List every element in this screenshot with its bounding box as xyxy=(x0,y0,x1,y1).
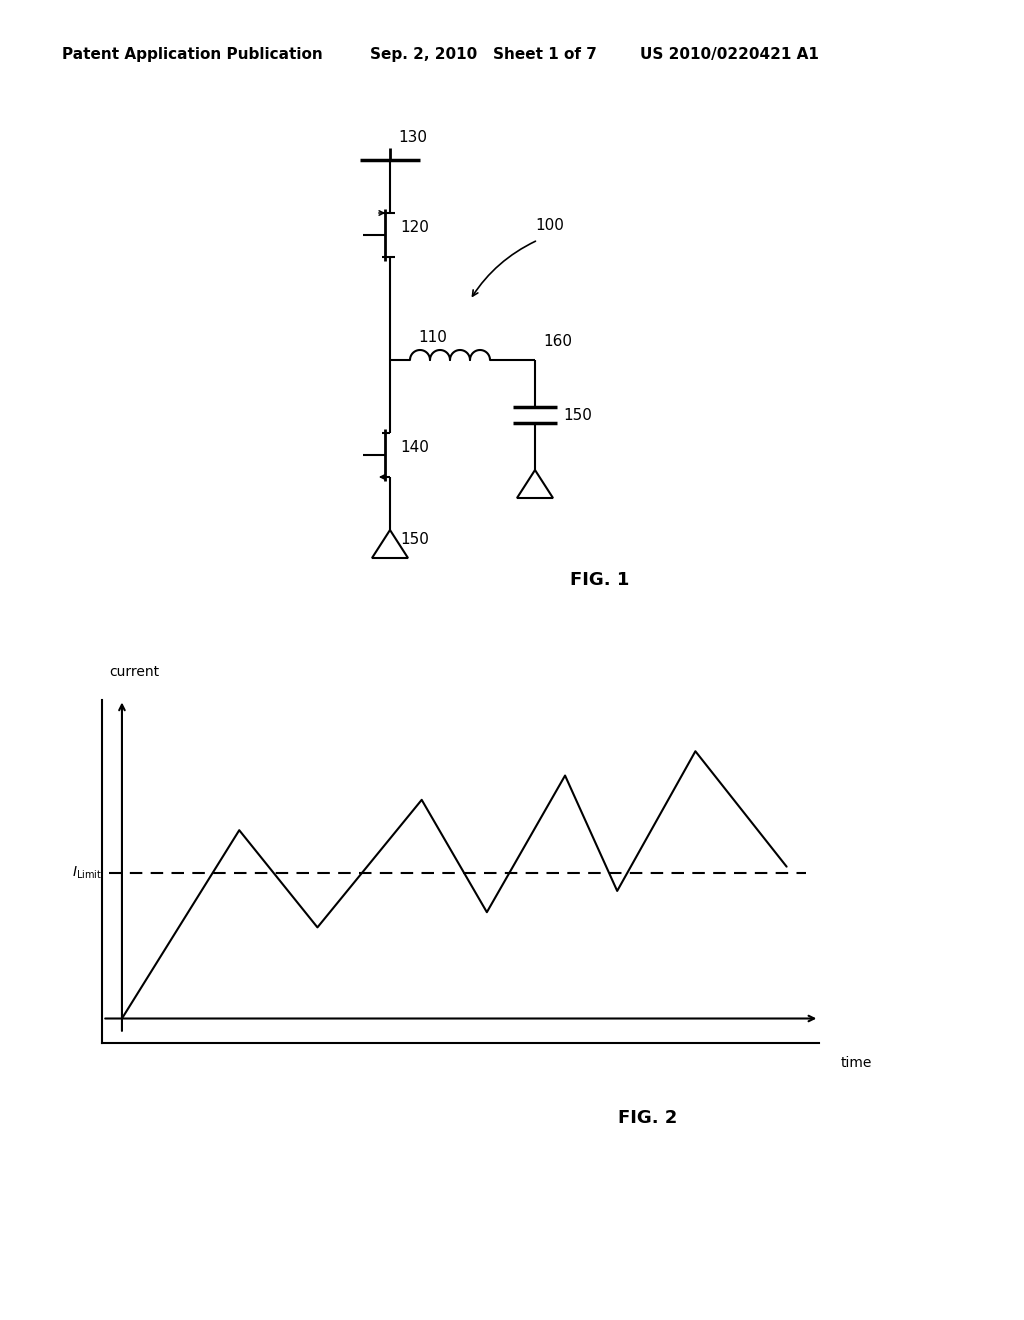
Text: 110: 110 xyxy=(418,330,446,346)
Text: 130: 130 xyxy=(398,131,427,145)
Text: Sep. 2, 2010   Sheet 1 of 7: Sep. 2, 2010 Sheet 1 of 7 xyxy=(370,48,597,62)
Text: $I_{\rm Limit}$: $I_{\rm Limit}$ xyxy=(73,865,102,880)
Text: 150: 150 xyxy=(563,408,592,422)
Text: current: current xyxy=(110,665,160,678)
Text: 160: 160 xyxy=(543,334,572,350)
Text: time: time xyxy=(841,1056,872,1071)
Text: 120: 120 xyxy=(400,219,429,235)
Text: FIG. 1: FIG. 1 xyxy=(570,572,630,589)
Text: 140: 140 xyxy=(400,440,429,454)
Text: FIG. 2: FIG. 2 xyxy=(618,1109,678,1127)
Text: US 2010/0220421 A1: US 2010/0220421 A1 xyxy=(640,48,819,62)
Text: Patent Application Publication: Patent Application Publication xyxy=(62,48,323,62)
Text: 150: 150 xyxy=(400,532,429,548)
Text: 100: 100 xyxy=(535,218,564,232)
